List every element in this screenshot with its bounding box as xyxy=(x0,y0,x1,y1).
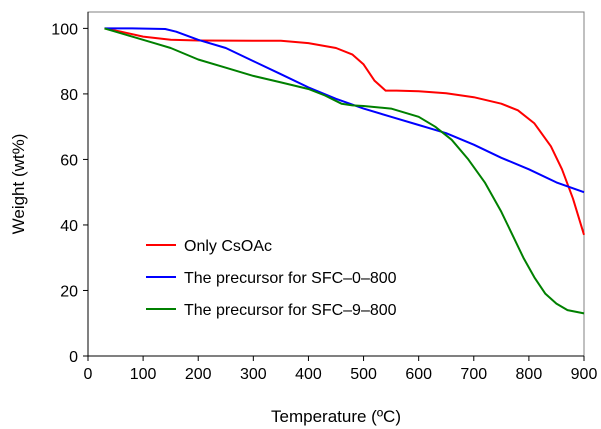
x-tick-label: 400 xyxy=(295,366,322,383)
y-tick-label: 80 xyxy=(60,87,78,104)
x-tick-label: 900 xyxy=(571,366,598,383)
plot-area xyxy=(87,11,585,357)
x-axis-title: Temperature (ºC) xyxy=(271,407,401,426)
x-tick-label: 200 xyxy=(185,366,212,383)
y-tick-label: 60 xyxy=(60,152,78,169)
plot-frame xyxy=(87,11,585,357)
series-line-2 xyxy=(104,27,585,194)
axes: 0 100 200 300 400 500 600 700 800 900 0 20 40 60 80 100 xyxy=(51,12,597,383)
x-tick-label: 800 xyxy=(516,366,543,383)
y-tick-label: 0 xyxy=(69,349,78,366)
y-tick-label: 40 xyxy=(60,218,78,235)
series-line-3 xyxy=(104,27,585,315)
x-tick-label: 100 xyxy=(130,366,157,383)
y-axis-title: Weight (wt%) xyxy=(9,134,28,235)
y-tick-label: 20 xyxy=(60,283,78,300)
legend-item: The precursor for SFC–9–800 xyxy=(146,302,397,319)
x-tick-label: 700 xyxy=(460,366,487,383)
x-tick-label: 300 xyxy=(240,366,267,383)
legend-label: Only CsOAc xyxy=(184,238,272,255)
legend: Only CsOAc The precursor for SFC–0–800 The… xyxy=(146,238,397,319)
x-tick-label: 0 xyxy=(84,366,93,383)
legend-item: The precursor for SFC–0–800 xyxy=(146,270,397,287)
series-layer xyxy=(104,27,585,315)
y-tick-label: 100 xyxy=(51,21,78,38)
legend-label: The precursor for SFC–0–800 xyxy=(184,270,397,287)
legend-label: The precursor for SFC–9–800 xyxy=(184,302,397,319)
legend-item: Only CsOAc xyxy=(146,238,272,255)
x-tick-label: 500 xyxy=(350,366,377,383)
series-line-1 xyxy=(104,27,585,236)
x-tick-label: 600 xyxy=(405,366,432,383)
